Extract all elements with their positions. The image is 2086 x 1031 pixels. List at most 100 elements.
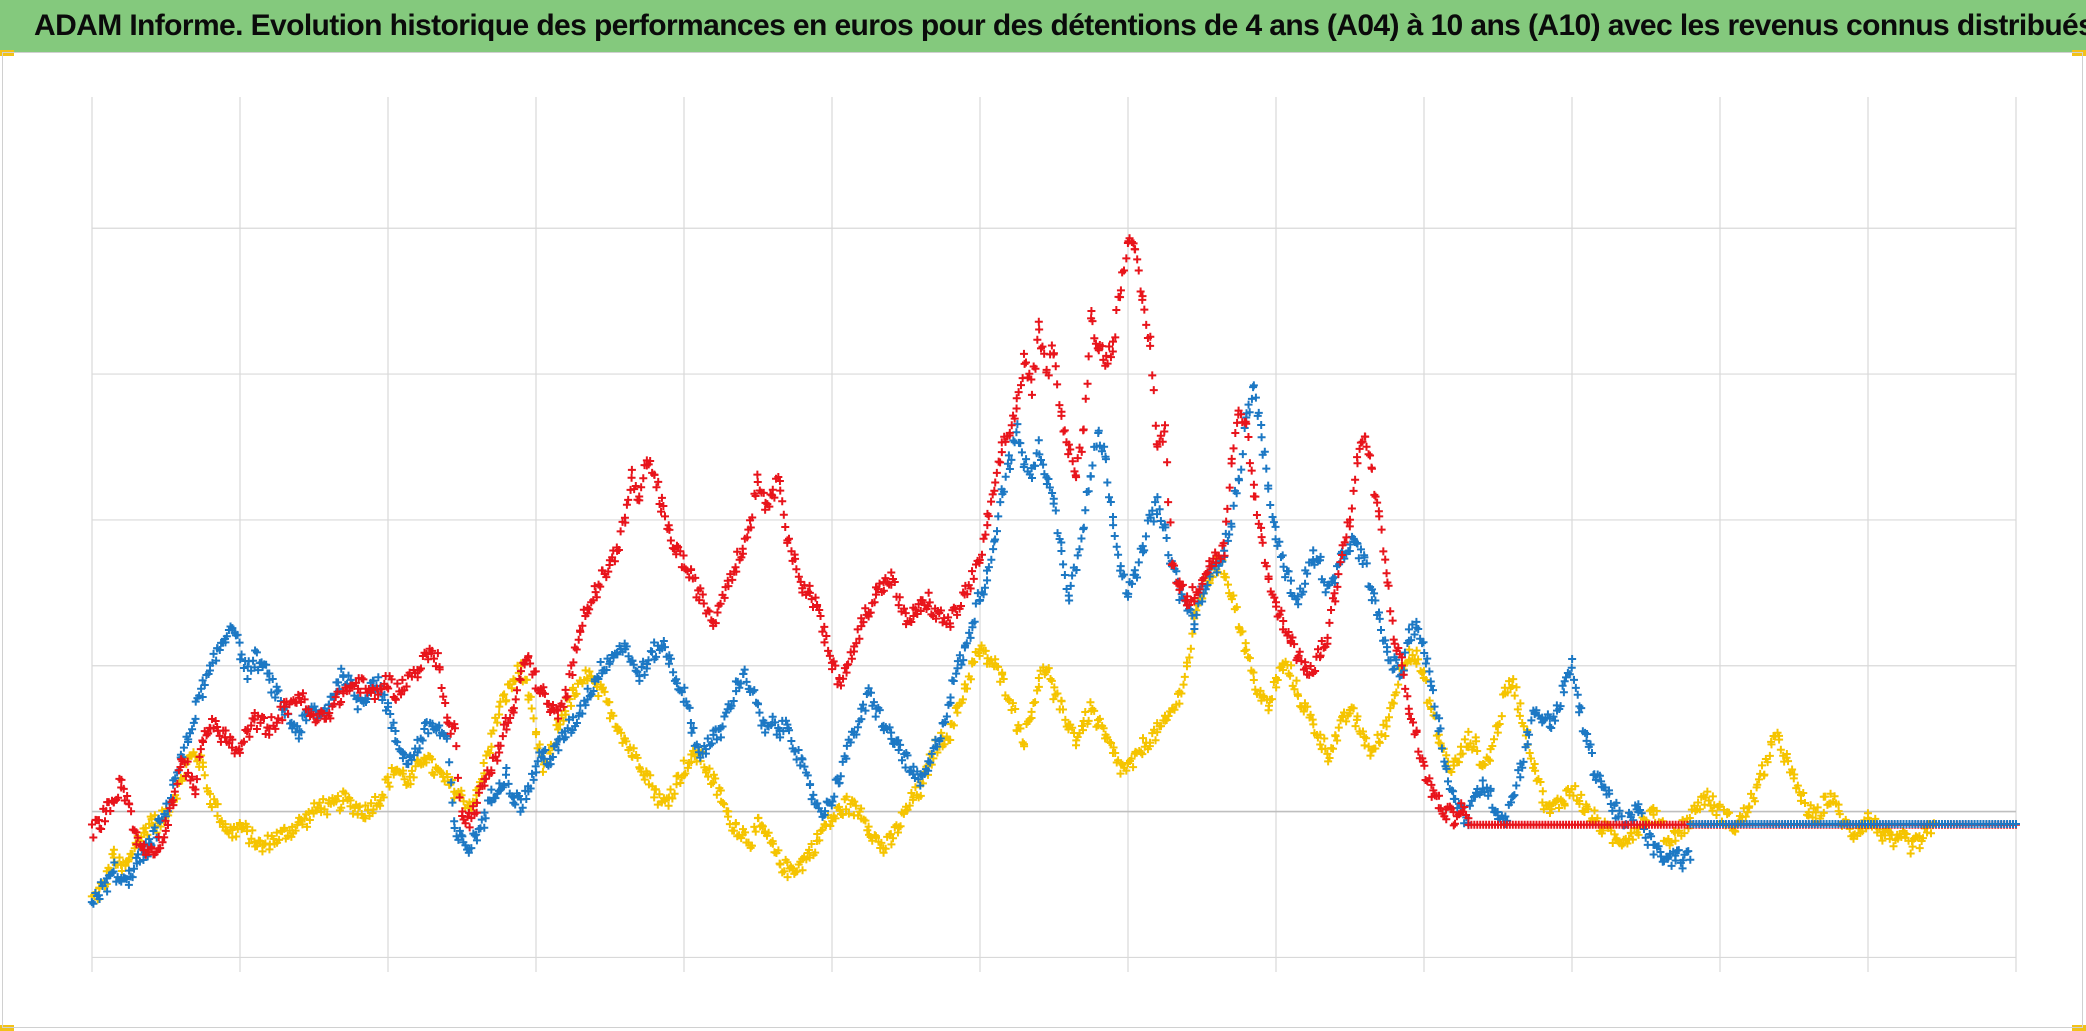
series-yellow-point: [724, 807, 733, 816]
series-yellow-point: [1175, 699, 1184, 708]
series-red-point: [472, 808, 481, 817]
series-blue-point: [1649, 850, 1658, 859]
series-yellow-point: [1593, 814, 1602, 823]
series-blue-point: [1671, 851, 1680, 860]
series-blue-point: [1512, 781, 1521, 790]
series-blue-point: [150, 823, 159, 832]
series-red-point: [495, 748, 504, 757]
series-blue-point: [1558, 681, 1567, 690]
series-blue-point: [686, 719, 695, 728]
series-red-point: [637, 483, 646, 492]
series-red-point: [1001, 437, 1010, 446]
series-blue-point: [864, 684, 873, 693]
series-red-point: [1279, 616, 1288, 625]
series-blue-point: [89, 899, 98, 908]
series-red-point: [1442, 815, 1451, 824]
series-blue-point: [927, 749, 936, 758]
series-blue-point: [1127, 579, 1136, 588]
series-yellow-point: [1389, 699, 1398, 708]
series-blue-point: [994, 512, 1003, 521]
series-blue-point: [677, 688, 686, 697]
series-red-point: [393, 679, 402, 688]
series-blue-point: [659, 636, 668, 645]
series-red-point: [895, 593, 904, 602]
series-blue-point: [962, 639, 971, 648]
series-blue-point: [129, 864, 138, 873]
series-blue-point: [933, 742, 942, 751]
series-red-point: [397, 690, 406, 699]
series-blue-point: [548, 752, 557, 761]
series-red-point: [924, 588, 933, 597]
corner-accent-top-left: [0, 50, 14, 56]
series-red-point: [836, 681, 845, 690]
series-blue-point: [1095, 441, 1104, 450]
series-yellow-point: [535, 740, 544, 749]
series-yellow-point: [1381, 732, 1390, 741]
series-yellow-point: [668, 794, 677, 803]
series-red-point: [1325, 618, 1334, 627]
series-blue-point: [386, 710, 395, 719]
series-red-point: [295, 693, 304, 702]
series-red-point: [1290, 640, 1299, 649]
series-red-point: [624, 495, 633, 504]
series-yellow-point: [1813, 803, 1822, 812]
series-blue-point: [1198, 597, 1207, 606]
series-red-point: [1042, 365, 1051, 374]
series-red-point: [568, 670, 577, 679]
series-yellow-point: [1034, 674, 1043, 683]
series-blue-point: [1260, 447, 1269, 456]
series-yellow-point: [807, 839, 816, 848]
series-blue-point: [727, 701, 736, 710]
series-blue-point: [735, 683, 744, 692]
series-blue-point: [687, 728, 696, 737]
series-yellow-point: [323, 810, 332, 819]
series-blue-point: [689, 724, 698, 733]
series-blue-point: [1251, 393, 1260, 402]
series-yellow-point: [709, 770, 718, 779]
series-red-point: [1122, 254, 1131, 263]
series-yellow-point: [379, 793, 388, 802]
series-yellow-point: [1081, 708, 1090, 717]
series-red-point: [1066, 445, 1075, 454]
series-yellow-point: [1273, 676, 1282, 685]
series-blue-point: [1518, 763, 1527, 772]
series-yellow-point: [109, 845, 118, 854]
series-yellow-point: [1170, 705, 1179, 714]
series-red-point: [1229, 444, 1238, 453]
series-yellow-point: [617, 728, 626, 737]
series-red-point: [97, 824, 106, 833]
series-blue-point: [1430, 702, 1439, 711]
series-blue-point: [1523, 740, 1532, 749]
series-blue-point: [622, 642, 631, 651]
series-red-point: [839, 674, 848, 683]
series-red-point: [1327, 606, 1336, 615]
series-yellow-point: [383, 773, 392, 782]
series-yellow-point: [485, 748, 494, 757]
series-yellow-point: [864, 822, 873, 831]
series-red-point: [553, 706, 562, 715]
series-red-point: [602, 573, 611, 582]
series-blue-point: [103, 887, 112, 896]
series-yellow-point: [1077, 721, 1086, 730]
series-blue-point: [1377, 625, 1385, 634]
series-red-point: [992, 468, 1001, 477]
series-red-point: [794, 572, 803, 581]
series-blue-point: [1284, 567, 1293, 576]
series-blue-point: [511, 800, 520, 809]
series-red-point: [957, 601, 966, 610]
series-blue-point: [1172, 567, 1181, 576]
series-yellow-point: [1316, 740, 1325, 749]
series-yellow-point: [538, 767, 547, 776]
series-blue-point: [1161, 523, 1170, 532]
series-blue-point: [1501, 812, 1510, 821]
series-yellow-point: [655, 790, 664, 799]
series-yellow-point: [409, 773, 418, 782]
series-red-point: [156, 844, 165, 853]
series-red-point: [1146, 332, 1155, 341]
series-yellow-point: [940, 740, 949, 749]
series-yellow-point: [670, 789, 679, 798]
series-red-point: [805, 588, 814, 597]
series-blue-point: [171, 774, 180, 783]
series-blue-point: [215, 646, 224, 655]
series-yellow-point: [896, 822, 905, 831]
